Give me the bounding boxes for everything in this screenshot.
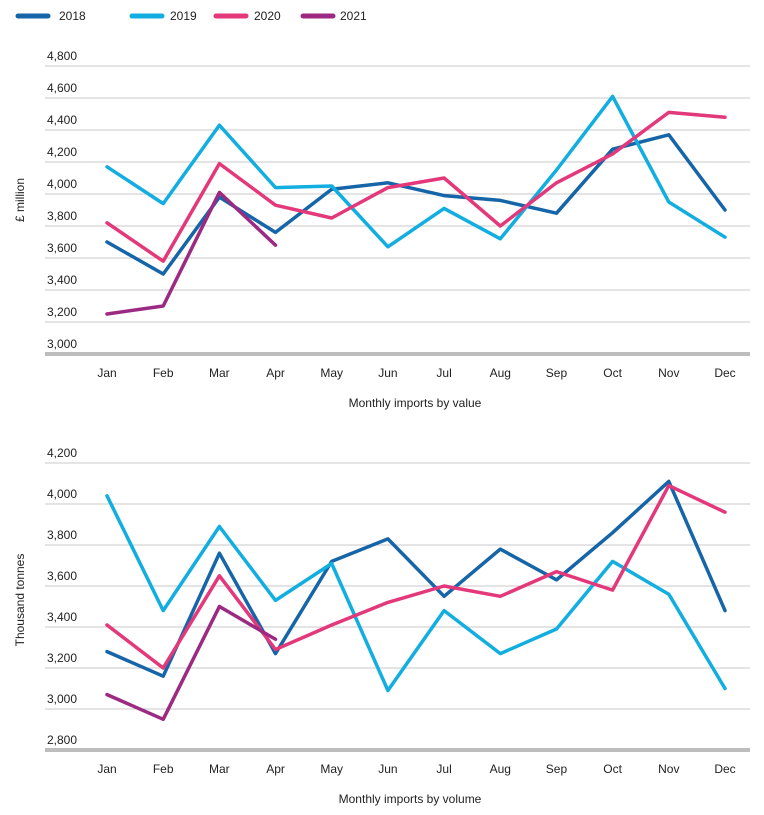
series-lines	[105, 479, 727, 722]
y-tick-label: 4,200	[47, 145, 77, 159]
y-tick-label: 3,200	[47, 305, 77, 319]
x-axis-title: Monthly imports by value	[349, 396, 482, 410]
y-tick-label: 3,600	[47, 241, 77, 255]
series-lines	[105, 94, 727, 316]
series-line-2021	[105, 190, 278, 316]
x-tick-label: Aug	[490, 366, 511, 380]
series-line-2020	[105, 110, 727, 263]
y-axis-ticks: 2,800 3,000 3,200 3,400 3,600 3,800 4,000 4,200	[47, 446, 77, 747]
x-tick-label: May	[320, 762, 343, 776]
x-tick-label: Jan	[97, 366, 116, 380]
y-tick-label: 4,000	[47, 487, 77, 501]
y-tick-label: 3,200	[47, 651, 77, 665]
legend-item-2019: 2019	[129, 9, 197, 23]
x-tick-label: Apr	[266, 366, 285, 380]
series-line-2019	[105, 494, 727, 693]
series-line-2018	[105, 479, 727, 678]
x-tick-label: Feb	[153, 762, 174, 776]
x-tick-label: May	[320, 366, 343, 380]
y-tick-label: 3,600	[47, 569, 77, 583]
x-axis-ticks: Jan Feb Mar Apr May Jun Jul Aug Sep Oct Nov Dec	[97, 762, 735, 776]
x-tick-label: Jun	[378, 366, 397, 380]
x-tick-label: Oct	[603, 366, 622, 380]
y-axis-label: Thousand tonnes	[13, 554, 27, 647]
legend: 2018 2019 2020 2021	[15, 9, 367, 23]
x-tick-label: Jul	[436, 762, 451, 776]
gridlines	[45, 65, 750, 356]
chart-imports-by-volume: 2,800 3,000 3,200 3,400 3,600 3,800 4,000 4,200…	[13, 446, 750, 806]
x-tick-label: Jul	[436, 366, 451, 380]
x-tick-label: Dec	[714, 762, 735, 776]
y-tick-label: 3,400	[47, 610, 77, 624]
y-tick-label: 4,400	[47, 113, 77, 127]
y-tick-label: 3,000	[47, 692, 77, 706]
x-tick-label: Sep	[546, 366, 568, 380]
x-tick-label: Mar	[209, 762, 230, 776]
y-tick-label: 2,800	[47, 733, 77, 747]
y-tick-label: 4,000	[47, 177, 77, 191]
y-tick-label: 3,800	[47, 209, 77, 223]
y-tick-label: 3,800	[47, 528, 77, 542]
x-tick-label: Nov	[658, 366, 679, 380]
x-tick-label: Aug	[490, 762, 511, 776]
y-axis-label: £ million	[13, 178, 27, 222]
legend-item-2020: 2020	[213, 9, 281, 23]
series-line-2020	[105, 483, 727, 670]
x-tick-label: Jun	[378, 762, 397, 776]
y-tick-label: 3,400	[47, 273, 77, 287]
x-tick-label: Apr	[266, 762, 285, 776]
legend-item-2018: 2018	[15, 9, 86, 23]
legend-label-2020: 2020	[254, 9, 281, 23]
x-axis-ticks: Jan Feb Mar Apr May Jun Jul Aug Sep Oct Nov Dec	[97, 366, 735, 380]
y-axis-ticks: 3,000 3,200 3,400 3,600 3,800 4,000 4,200 4,400…	[47, 49, 77, 351]
x-tick-label: Dec	[714, 366, 735, 380]
x-tick-label: Oct	[603, 762, 622, 776]
y-tick-label: 4,200	[47, 446, 77, 460]
x-tick-label: Sep	[546, 762, 568, 776]
chart-imports-by-value: 3,000 3,200 3,400 3,600 3,800 4,000 4,200 4,400…	[13, 49, 750, 410]
y-tick-label: 3,000	[47, 337, 77, 351]
legend-label-2018: 2018	[59, 9, 86, 23]
x-tick-label: Mar	[209, 366, 230, 380]
series-line-2019	[105, 94, 727, 249]
x-axis-title: Monthly imports by volume	[339, 792, 482, 806]
series-line-2021	[105, 604, 278, 722]
x-tick-label: Feb	[153, 366, 174, 380]
legend-label-2019: 2019	[170, 9, 197, 23]
x-tick-label: Jan	[97, 762, 116, 776]
x-tick-label: Nov	[658, 762, 679, 776]
legend-item-2021: 2021	[300, 9, 367, 23]
y-tick-label: 4,600	[47, 81, 77, 95]
y-tick-label: 4,800	[47, 49, 77, 63]
legend-label-2021: 2021	[340, 9, 367, 23]
